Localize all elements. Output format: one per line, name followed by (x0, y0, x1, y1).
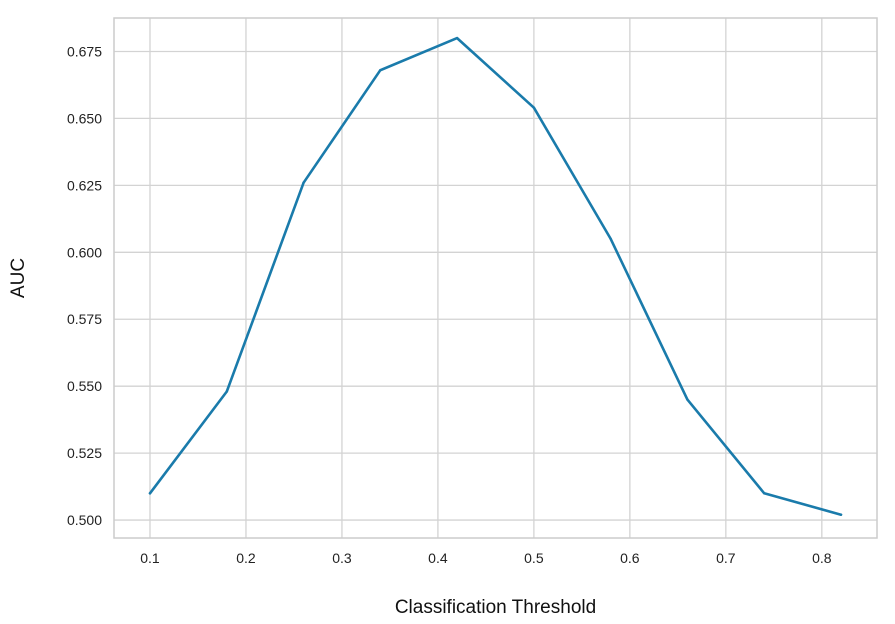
data-point (455, 36, 459, 40)
y-tick-label: 0.675 (67, 43, 102, 59)
y-tick-label: 0.525 (67, 445, 102, 461)
y-tick-label: 0.500 (67, 512, 102, 528)
x-tick-label: 0.6 (620, 550, 640, 566)
data-points (148, 36, 843, 516)
data-point (148, 492, 152, 495)
data-point (379, 69, 382, 72)
data-point (839, 513, 843, 516)
data-point (532, 106, 536, 109)
y-tick-labels: 0.500 0.525 0.550 0.575 0.600 0.625 0.650 0.675 (67, 43, 102, 528)
grid (114, 18, 877, 538)
data-point (225, 390, 228, 393)
x-tick-label: 0.2 (236, 550, 256, 566)
y-tick-label: 0.550 (67, 378, 102, 394)
data-point (686, 398, 689, 401)
x-tick-label: 0.1 (140, 550, 160, 566)
x-axis-label: Classification Threshold (395, 597, 596, 618)
auc-series-line (148, 36, 843, 516)
data-point (763, 492, 766, 495)
x-tick-label: 0.5 (524, 550, 544, 566)
plot-frame (113, 17, 878, 539)
data-point (609, 237, 612, 241)
y-axis-label: AUC (8, 258, 29, 298)
x-tick-label: 0.8 (812, 550, 832, 566)
y-tick-label: 0.575 (67, 311, 102, 327)
x-tick-label: 0.7 (716, 550, 736, 566)
y-tick-label: 0.600 (67, 244, 102, 260)
x-tick-label: 0.4 (428, 550, 448, 566)
y-tick-label: 0.650 (67, 110, 102, 126)
y-tick-label: 0.625 (67, 177, 102, 193)
x-tick-label: 0.3 (332, 550, 352, 566)
x-tick-labels: 0.1 0.2 0.3 0.4 0.5 0.6 0.7 0.8 (140, 550, 831, 566)
data-point (302, 181, 305, 184)
